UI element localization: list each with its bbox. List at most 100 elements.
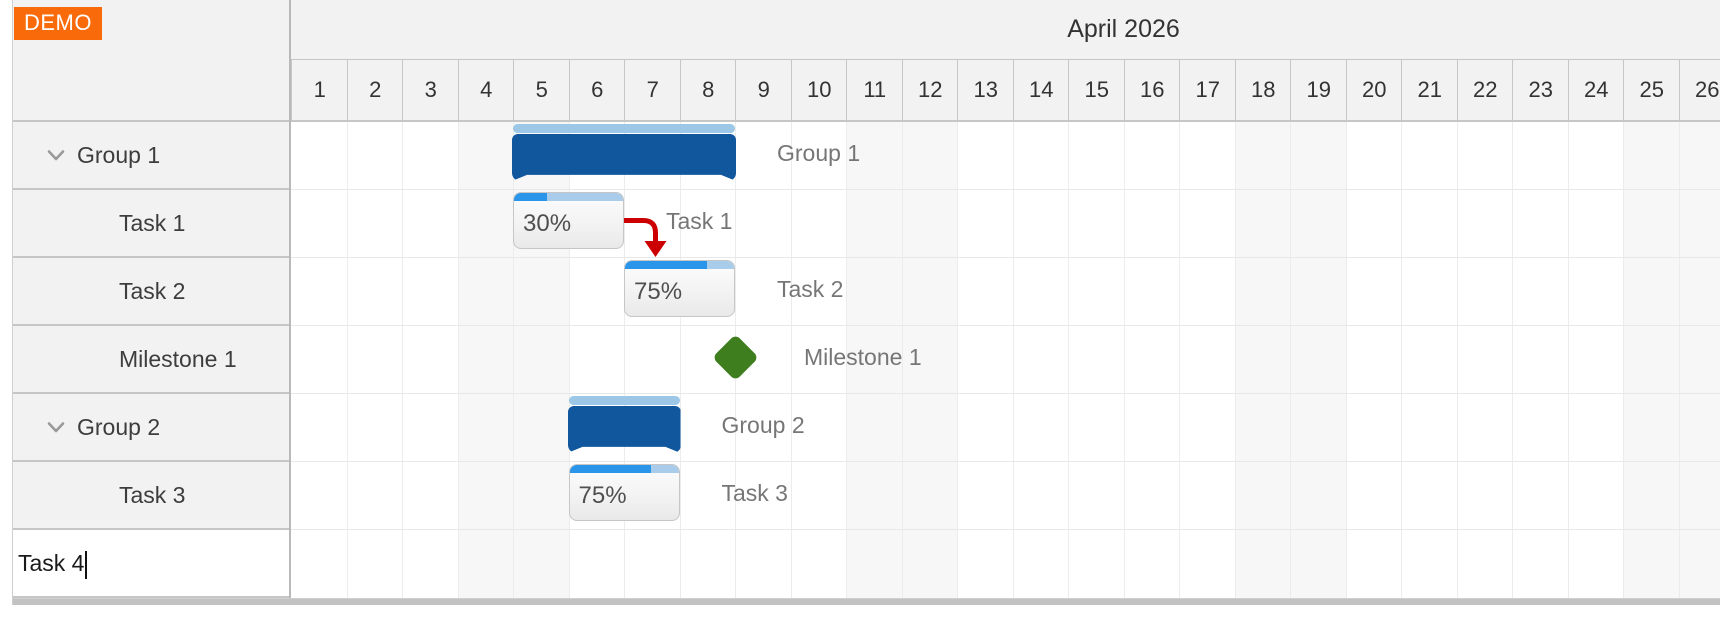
day-cell-4: 4: [457, 60, 515, 120]
day-cell-6: 6: [568, 60, 626, 120]
grid-vline: [1456, 122, 1458, 598]
day-cell-14: 14: [1012, 60, 1070, 120]
panel-row-task-1[interactable]: Task 1: [13, 190, 289, 258]
grid-vline: [457, 122, 459, 598]
day-cell-10: 10: [790, 60, 848, 120]
horizontal-scrollbar[interactable]: [13, 598, 1720, 605]
grid-vline: [1068, 122, 1069, 598]
task-grid-header: DEMO: [13, 0, 289, 122]
demo-badge: DEMO: [14, 7, 102, 40]
panel-row-label: Task 1: [119, 209, 186, 236]
day-cell-1: 1: [291, 60, 348, 120]
grid-vline: [1123, 122, 1125, 598]
grid-vline: [1012, 122, 1014, 598]
month-header-label: April 2026: [1067, 15, 1180, 43]
task-name-edit-cell[interactable]: Task 4: [13, 530, 289, 598]
task-grid-panel: DEMO Group 1 Task 1 Task 2 Milestone 1 Group…: [13, 0, 291, 598]
task-bar[interactable]: 30%: [513, 192, 624, 249]
panel-row-task-2[interactable]: Task 2: [13, 258, 289, 326]
progress-fill: [625, 261, 707, 269]
day-cell-19: 19: [1290, 60, 1347, 120]
progress-rest: [546, 193, 623, 201]
bar-label: Task 2: [777, 276, 844, 302]
day-cell-16: 16: [1123, 60, 1181, 120]
grid-vline: [957, 122, 958, 598]
summary-baseline-strip: [568, 396, 680, 405]
day-cell-15: 15: [1068, 60, 1125, 120]
day-cell-11: 11: [846, 60, 903, 120]
progress-fill: [569, 465, 652, 473]
weekend-column: [1678, 122, 1720, 598]
bar-label: Task 1: [666, 208, 733, 234]
grid-vline: [846, 122, 847, 598]
progress-label: 30%: [523, 210, 572, 237]
timeline: April 2026 1 2 3 4 5 6 7 8 9 10 11 12 13 14 15 16 17 18 19…: [291, 0, 1720, 598]
grid-hline: [291, 461, 1720, 462]
grid-hline: [291, 393, 1720, 394]
summary-baseline-strip: [513, 124, 735, 133]
task-bar[interactable]: 75%: [568, 464, 680, 521]
summary-bar[interactable]: [512, 134, 736, 181]
day-cell-22: 22: [1456, 60, 1514, 120]
day-cell-17: 17: [1179, 60, 1236, 120]
day-cell-18: 18: [1234, 60, 1292, 120]
day-cell-13: 13: [957, 60, 1014, 120]
progress-strip: [569, 465, 679, 473]
day-cell-20: 20: [1345, 60, 1403, 120]
panel-row-group-2[interactable]: Group 2: [13, 394, 289, 462]
progress-strip: [514, 193, 623, 201]
grid-vline: [346, 122, 348, 598]
day-cell-9: 9: [735, 60, 792, 120]
grid-hline: [291, 529, 1720, 530]
weekend-column: [901, 122, 957, 598]
panel-row-label: Task 3: [119, 481, 186, 508]
grid-vline: [1623, 122, 1624, 598]
grid-vline: [1512, 122, 1513, 598]
milestone-diamond[interactable]: [711, 334, 759, 381]
day-cell-2: 2: [346, 60, 404, 120]
chart-body: Group 1 30% Task 1 75% Task 2 Milestone 1 Grou…: [291, 122, 1720, 598]
bar-label: Group 1: [777, 140, 861, 166]
day-cell-5: 5: [513, 60, 570, 120]
task-grid-rows: Group 1 Task 1 Task 2 Milestone 1 Group 2 Tas…: [13, 122, 289, 598]
grid-vline: [568, 122, 570, 598]
summary-bar[interactable]: [568, 406, 681, 453]
grid-vline: [1345, 122, 1347, 598]
grid-vline: [1290, 122, 1291, 598]
grid-hline: [291, 325, 1720, 326]
task-bar[interactable]: 75%: [624, 260, 735, 317]
grid-vline: [624, 122, 625, 598]
day-cell-25: 25: [1623, 60, 1680, 120]
chevron-down-icon[interactable]: [45, 416, 67, 438]
day-cell-21: 21: [1401, 60, 1458, 120]
grid-vline: [1678, 122, 1680, 598]
grid-hline: [291, 189, 1720, 190]
day-cell-12: 12: [901, 60, 959, 120]
day-cell-3: 3: [402, 60, 459, 120]
panel-row-milestone-1[interactable]: Milestone 1: [13, 326, 289, 394]
grid-vline: [679, 122, 681, 598]
grid-hline: [291, 257, 1720, 258]
weekend-column: [846, 122, 902, 598]
weekend-column: [1623, 122, 1679, 598]
panel-row-task-3[interactable]: Task 3: [13, 462, 289, 530]
day-cell-23: 23: [1512, 60, 1569, 120]
panel-row-group-1[interactable]: Group 1: [13, 122, 289, 190]
chevron-down-icon[interactable]: [45, 144, 67, 166]
text-cursor: [85, 551, 88, 579]
panel-row-label: Task 2: [119, 277, 186, 304]
weekend-column: [1290, 122, 1346, 598]
progress-label: 75%: [578, 482, 627, 509]
bar-label: Group 2: [721, 412, 805, 438]
progress-label: 75%: [634, 278, 683, 305]
bar-label: Task 3: [721, 480, 788, 506]
grid-vline: [901, 122, 903, 598]
gantt-component: DEMO Group 1 Task 1 Task 2 Milestone 1 Group…: [12, 0, 1720, 605]
day-cell-26: 26: [1678, 60, 1720, 120]
grid-vline: [1179, 122, 1180, 598]
day-cell-7: 7: [624, 60, 681, 120]
day-cell-24: 24: [1567, 60, 1625, 120]
weekend-column: [1234, 122, 1290, 598]
panel-row-label: Group 1: [77, 141, 161, 168]
grid-vline: [1234, 122, 1236, 598]
